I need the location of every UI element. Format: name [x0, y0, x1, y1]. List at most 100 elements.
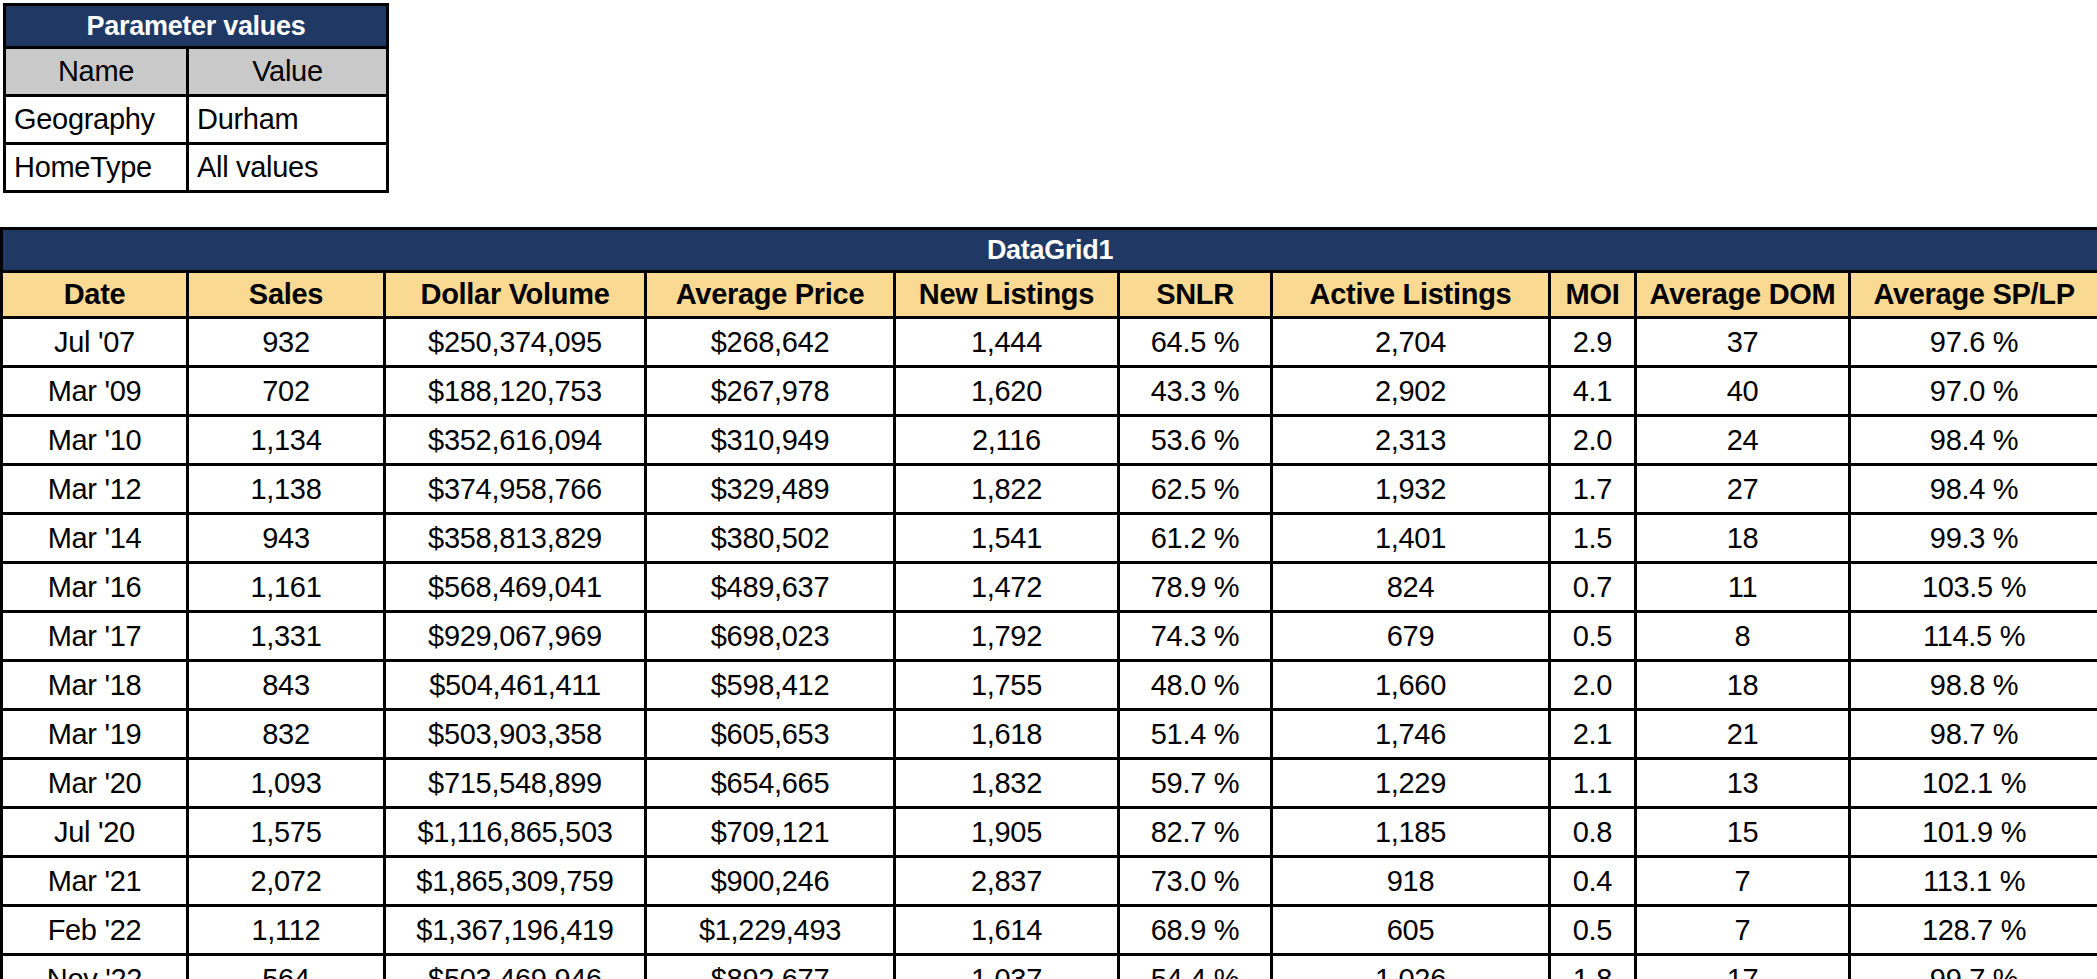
- cell-average-dom: 11: [1636, 563, 1850, 612]
- cell-active-listings: 1,185: [1272, 808, 1550, 857]
- cell-dollar-volume: $358,813,829: [385, 514, 646, 563]
- cell-average-dom: 40: [1636, 367, 1850, 416]
- data-grid-table: DataGrid1 DateSalesDollar VolumeAverage …: [0, 227, 2097, 979]
- cell-sales: 943: [188, 514, 385, 563]
- column-header-date: Date: [2, 272, 188, 318]
- cell-average-sp-lp: 97.0 %: [1850, 367, 2097, 416]
- cell-sales: 564: [188, 955, 385, 979]
- cell-dollar-volume: $1,116,865,503: [385, 808, 646, 857]
- cell-average-price: $267,978: [646, 367, 895, 416]
- cell-snlr: 78.9 %: [1119, 563, 1272, 612]
- column-header-active-listings: Active Listings: [1272, 272, 1550, 318]
- cell-snlr: 74.3 %: [1119, 612, 1272, 661]
- cell-new-listings: 1,614: [895, 906, 1119, 955]
- cell-dollar-volume: $715,548,899: [385, 759, 646, 808]
- cell-snlr: 51.4 %: [1119, 710, 1272, 759]
- cell-new-listings: 1,618: [895, 710, 1119, 759]
- cell-new-listings: 1,792: [895, 612, 1119, 661]
- cell-sales: 1,138: [188, 465, 385, 514]
- parameter-table-title-row: Parameter values: [5, 5, 388, 48]
- cell-param-name: HomeType: [5, 144, 188, 192]
- cell-average-dom: 13: [1636, 759, 1850, 808]
- cell-active-listings: 679: [1272, 612, 1550, 661]
- table-row: Mar '121,138$374,958,766$329,4891,82262.…: [2, 465, 2097, 514]
- cell-active-listings: 1,401: [1272, 514, 1550, 563]
- cell-average-sp-lp: 102.1 %: [1850, 759, 2097, 808]
- cell-sales: 1,134: [188, 416, 385, 465]
- cell-moi: 1.8: [1550, 955, 1636, 979]
- cell-average-dom: 27: [1636, 465, 1850, 514]
- cell-param-name: Geography: [5, 96, 188, 144]
- cell-new-listings: 1,444: [895, 318, 1119, 367]
- cell-date: Mar '12: [2, 465, 188, 514]
- cell-moi: 2.9: [1550, 318, 1636, 367]
- column-header-snlr: SNLR: [1119, 272, 1272, 318]
- cell-moi: 0.8: [1550, 808, 1636, 857]
- data-grid-title-row: DataGrid1: [2, 229, 2097, 272]
- cell-average-dom: 24: [1636, 416, 1850, 465]
- cell-snlr: 82.7 %: [1119, 808, 1272, 857]
- cell-moi: 0.5: [1550, 612, 1636, 661]
- cell-date: Nov '22: [2, 955, 188, 979]
- cell-date: Mar '09: [2, 367, 188, 416]
- cell-date: Mar '10: [2, 416, 188, 465]
- cell-moi: 0.5: [1550, 906, 1636, 955]
- cell-date: Mar '18: [2, 661, 188, 710]
- cell-average-dom: 21: [1636, 710, 1850, 759]
- cell-snlr: 68.9 %: [1119, 906, 1272, 955]
- cell-average-sp-lp: 97.6 %: [1850, 318, 2097, 367]
- column-header-average-sp-lp: Average SP/LP: [1850, 272, 2097, 318]
- cell-active-listings: 918: [1272, 857, 1550, 906]
- cell-average-dom: 37: [1636, 318, 1850, 367]
- cell-date: Mar '17: [2, 612, 188, 661]
- cell-dollar-volume: $188,120,753: [385, 367, 646, 416]
- cell-new-listings: 1,755: [895, 661, 1119, 710]
- cell-average-dom: 7: [1636, 906, 1850, 955]
- cell-average-price: $598,412: [646, 661, 895, 710]
- cell-dollar-volume: $504,461,411: [385, 661, 646, 710]
- cell-date: Mar '16: [2, 563, 188, 612]
- cell-date: Feb '22: [2, 906, 188, 955]
- report-page: Parameter values Name Value Geography Du…: [0, 0, 2097, 979]
- cell-dollar-volume: $503,469,946: [385, 955, 646, 979]
- column-header-average-price: Average Price: [646, 272, 895, 318]
- cell-average-sp-lp: 98.7 %: [1850, 710, 2097, 759]
- table-row: Nov '22564$503,469,946$892,6771,03754.4 …: [2, 955, 2097, 979]
- table-row: Mar '201,093$715,548,899$654,6651,83259.…: [2, 759, 2097, 808]
- parameter-row: HomeType All values: [5, 144, 388, 192]
- cell-date: Mar '19: [2, 710, 188, 759]
- cell-average-sp-lp: 101.9 %: [1850, 808, 2097, 857]
- cell-average-price: $654,665: [646, 759, 895, 808]
- cell-snlr: 64.5 %: [1119, 318, 1272, 367]
- cell-param-value: Durham: [188, 96, 388, 144]
- cell-dollar-volume: $568,469,041: [385, 563, 646, 612]
- cell-date: Jul '07: [2, 318, 188, 367]
- table-row: Mar '212,072$1,865,309,759$900,2462,8377…: [2, 857, 2097, 906]
- cell-average-sp-lp: 114.5 %: [1850, 612, 2097, 661]
- cell-average-sp-lp: 103.5 %: [1850, 563, 2097, 612]
- cell-average-dom: 18: [1636, 514, 1850, 563]
- cell-dollar-volume: $1,865,309,759: [385, 857, 646, 906]
- cell-snlr: 54.4 %: [1119, 955, 1272, 979]
- cell-new-listings: 2,837: [895, 857, 1119, 906]
- cell-active-listings: 2,902: [1272, 367, 1550, 416]
- cell-active-listings: 1,026: [1272, 955, 1550, 979]
- table-row: Mar '171,331$929,067,969$698,0231,79274.…: [2, 612, 2097, 661]
- cell-average-price: $605,653: [646, 710, 895, 759]
- parameter-table-header-row: Name Value: [5, 48, 388, 96]
- cell-snlr: 73.0 %: [1119, 857, 1272, 906]
- cell-sales: 2,072: [188, 857, 385, 906]
- parameter-table-title: Parameter values: [5, 5, 388, 48]
- cell-date: Mar '21: [2, 857, 188, 906]
- cell-new-listings: 1,822: [895, 465, 1119, 514]
- cell-sales: 1,112: [188, 906, 385, 955]
- cell-average-price: $268,642: [646, 318, 895, 367]
- cell-sales: 1,093: [188, 759, 385, 808]
- param-column-header-name: Name: [5, 48, 188, 96]
- parameter-table-body: Geography Durham HomeType All values: [5, 96, 388, 192]
- cell-moi: 4.1: [1550, 367, 1636, 416]
- cell-average-price: $709,121: [646, 808, 895, 857]
- cell-moi: 0.4: [1550, 857, 1636, 906]
- cell-dollar-volume: $374,958,766: [385, 465, 646, 514]
- cell-sales: 832: [188, 710, 385, 759]
